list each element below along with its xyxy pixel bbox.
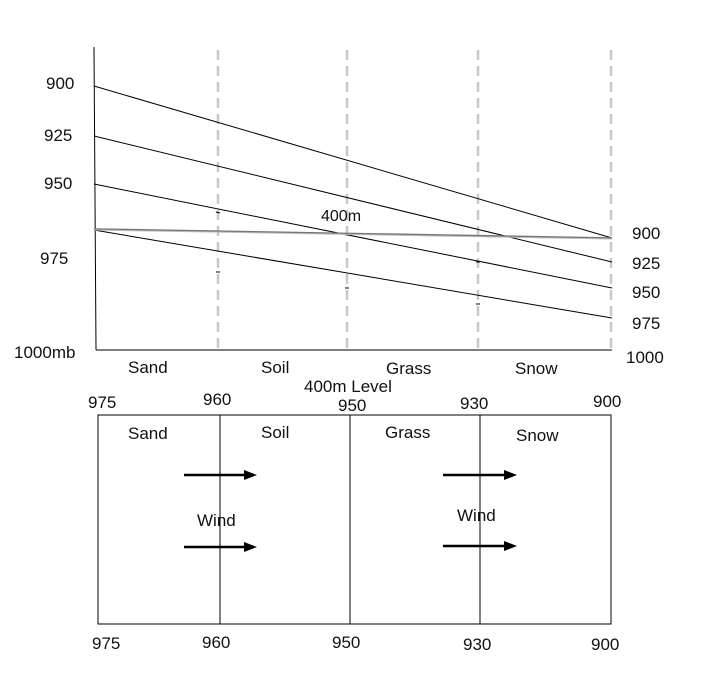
wind-label: Wind xyxy=(197,511,236,530)
surface-label-sand: Sand xyxy=(128,358,168,377)
level-map-title: 400m Level xyxy=(304,377,392,396)
surface-label-soil: Soil xyxy=(261,358,289,377)
left-pressure-label: 900 xyxy=(46,74,74,93)
right-pressure-label: 975 xyxy=(632,314,660,333)
bottom-pressure-label: 975 xyxy=(92,634,120,653)
right-pressure-label: 950 xyxy=(632,283,660,302)
region-label-grass: Grass xyxy=(385,423,430,442)
level-map-panel: 400m Level 975 960 950 930 900 Sand Soil… xyxy=(88,377,621,654)
bottom-pressure-label: 950 xyxy=(332,633,360,652)
divider-tick xyxy=(215,211,221,214)
wind-arrow-icon xyxy=(184,470,257,480)
top-pressure-label: 930 xyxy=(460,394,488,413)
level-map-box xyxy=(97,414,612,625)
isobar-925 xyxy=(93,135,613,263)
top-pressure-label: 975 xyxy=(88,393,116,412)
region-label-sand: Sand xyxy=(128,424,168,443)
isobar-950 xyxy=(93,183,613,289)
wind-label: Wind xyxy=(457,506,496,525)
bottom-pressure-label: 900 xyxy=(591,635,619,654)
region-label-soil: Soil xyxy=(261,423,289,442)
height-400m-label: 400m xyxy=(321,208,361,225)
right-surface-pressure-label: 1000 xyxy=(626,348,664,367)
isobar-900 xyxy=(93,85,613,239)
left-pressure-label: 950 xyxy=(44,174,72,193)
bottom-pressure-label: 930 xyxy=(463,635,491,654)
wind-arrow-icon xyxy=(443,470,517,480)
surface-pressure-label: 1000mb xyxy=(14,343,75,362)
top-pressure-label: 960 xyxy=(203,390,231,409)
right-pressure-label: 925 xyxy=(632,254,660,273)
right-pressure-label: 900 xyxy=(632,224,660,243)
left-pressure-label: 925 xyxy=(44,126,72,145)
surface-label-grass: Grass xyxy=(386,359,431,378)
surface-label-snow: Snow xyxy=(515,359,558,378)
top-pressure-label: 900 xyxy=(593,392,621,411)
height-400m-line-highlight xyxy=(93,229,613,240)
wind-arrow-icon xyxy=(443,541,517,551)
height-400m-line xyxy=(93,228,613,239)
isobar-975 xyxy=(93,229,613,319)
wind-arrow-icon xyxy=(184,542,257,552)
left-pressure-label: 975 xyxy=(40,249,68,268)
cross-section-panel: 900 925 950 975 1000mb 900 925 950 975 1… xyxy=(14,46,664,378)
y-axis xyxy=(93,46,97,351)
top-pressure-label: 950 xyxy=(338,396,366,415)
region-label-snow: Snow xyxy=(516,426,559,445)
bottom-pressure-label: 960 xyxy=(202,633,230,652)
